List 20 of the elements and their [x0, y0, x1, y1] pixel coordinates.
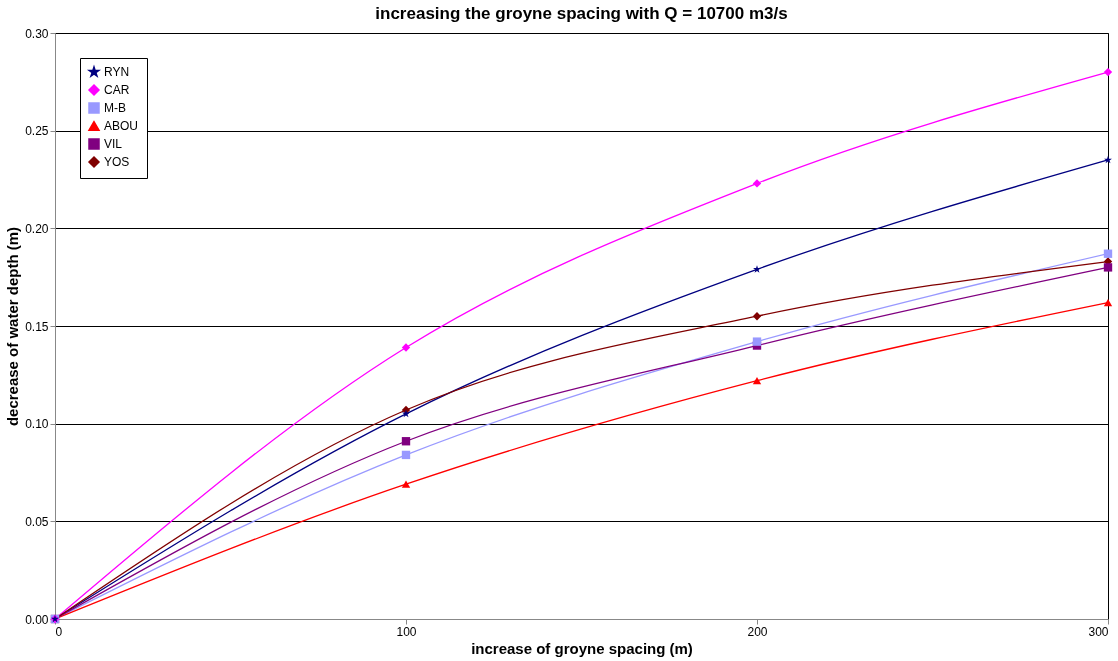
- y-tick-label: 0.00: [25, 612, 49, 627]
- y-tick-label: 0.05: [25, 514, 49, 529]
- legend-label: CAR: [104, 83, 130, 97]
- y-tick-label: 0.25: [25, 124, 49, 139]
- y-tick-label: 0.30: [25, 26, 49, 41]
- x-tick-label: 200: [747, 624, 768, 639]
- y-tick-label: 0.15: [25, 319, 49, 334]
- legend-label: VIL: [104, 137, 123, 151]
- x-tick-label: 100: [396, 624, 417, 639]
- legend-label: ABOU: [104, 119, 139, 133]
- x-tick-label: 300: [1088, 624, 1109, 639]
- legend-label: RYN: [104, 65, 130, 79]
- y-tick-label: 0.10: [25, 417, 49, 432]
- y-tick-label: 0.20: [25, 221, 49, 236]
- chart-title: increasing the groyne spacing with Q = 10700 m3/s: [375, 4, 788, 23]
- x-tick-label: 0: [55, 624, 63, 639]
- y-axis-title: decrease of water depth (m): [4, 226, 22, 427]
- x-axis-title: increase of groyne spacing (m): [471, 639, 693, 657]
- legend-label: M-B: [104, 101, 126, 115]
- legend-label: YOS: [104, 155, 130, 169]
